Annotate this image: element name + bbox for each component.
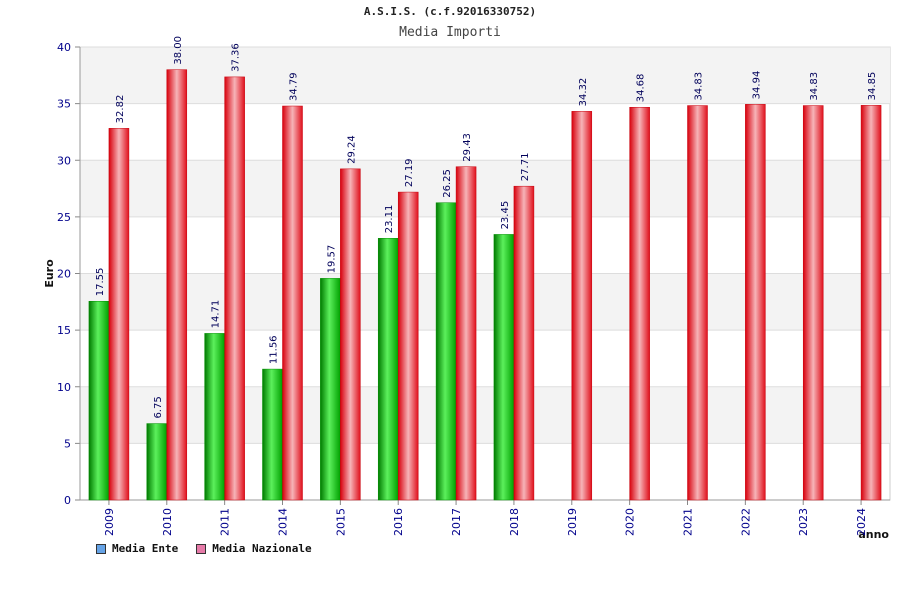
bar-media-ente xyxy=(435,202,457,501)
y-tick-label: 15 xyxy=(57,324,71,337)
legend-item-media-nazionale: Media Nazionale xyxy=(196,542,312,555)
y-axis-title: Euro xyxy=(43,259,56,288)
bar-media-nazionale xyxy=(802,105,824,501)
legend-swatch-icon xyxy=(96,543,106,554)
legend: Media Ente Media Nazionale xyxy=(96,542,312,555)
y-tick-label: 10 xyxy=(57,381,71,394)
y-tick-label: 25 xyxy=(57,211,71,224)
data-label: 34.68 xyxy=(636,74,647,103)
data-label: 34.85 xyxy=(867,72,878,101)
x-tick-label: 2010 xyxy=(161,508,174,536)
legend-label: Media Nazionale xyxy=(212,542,312,555)
chart-title: A.S.I.S. (c.f.92016330752) xyxy=(363,5,537,18)
bar-media-ente xyxy=(262,368,283,501)
chart-subtitle: Media Importi xyxy=(399,25,501,40)
bar-media-nazionale xyxy=(108,128,130,501)
bar-media-nazionale xyxy=(340,168,361,501)
x-tick-label: 2024 xyxy=(855,508,868,536)
bar-media-nazionale xyxy=(860,105,882,501)
bar-media-nazionale xyxy=(282,105,303,501)
data-label: 14.71 xyxy=(211,300,222,329)
data-label: 17.55 xyxy=(95,268,106,297)
grid-band xyxy=(80,160,890,217)
data-label: 37.36 xyxy=(231,43,242,72)
bar-media-nazionale xyxy=(571,111,593,501)
x-tick-label: 2019 xyxy=(566,508,579,536)
data-label: 29.43 xyxy=(462,133,473,162)
x-axis-title: anno xyxy=(858,528,889,541)
x-tick-label: 2009 xyxy=(103,508,116,536)
x-tick-label: 2021 xyxy=(682,508,695,536)
data-label: 34.83 xyxy=(809,72,820,101)
data-label: 34.79 xyxy=(289,72,300,101)
bar-media-nazionale xyxy=(397,191,419,501)
grid-band xyxy=(80,47,890,104)
data-label: 34.32 xyxy=(578,78,589,107)
data-label: 27.71 xyxy=(520,153,531,182)
x-tick-label: 2017 xyxy=(450,508,463,536)
data-label: 38.00 xyxy=(173,36,184,65)
grid-band xyxy=(80,273,890,331)
bar-media-ente xyxy=(377,238,399,501)
x-tick-label: 2022 xyxy=(739,508,752,536)
data-label: 32.82 xyxy=(115,95,126,124)
bar-media-nazionale xyxy=(745,104,766,501)
data-label: 26.25 xyxy=(442,169,453,198)
data-label: 27.19 xyxy=(404,158,415,187)
data-label: 6.75 xyxy=(153,396,164,418)
legend-label: Media Ente xyxy=(112,542,179,555)
x-tick-label: 2015 xyxy=(334,508,347,536)
bar-media-nazionale xyxy=(629,106,650,501)
bar-media-ente xyxy=(204,333,225,501)
data-label: 34.83 xyxy=(694,72,705,101)
y-tick-label: 20 xyxy=(57,268,71,281)
bar-media-ente xyxy=(493,234,515,501)
y-tick-label: 5 xyxy=(64,437,71,450)
x-tick-label: 2020 xyxy=(624,508,637,536)
data-label: 23.45 xyxy=(500,201,511,230)
y-tick-label: 35 xyxy=(57,98,71,111)
bar-media-nazionale xyxy=(687,105,708,501)
data-label: 29.24 xyxy=(346,135,357,164)
x-tick-label: 2023 xyxy=(797,508,810,536)
grid-band xyxy=(80,386,890,444)
bar-media-ente xyxy=(146,423,168,501)
data-label: 23.11 xyxy=(384,205,395,234)
bar-media-nazionale xyxy=(224,76,245,501)
data-label: 34.94 xyxy=(751,71,762,100)
x-tick-label: 2016 xyxy=(392,508,405,536)
x-tick-label: 2014 xyxy=(277,508,290,536)
data-label: 11.56 xyxy=(269,335,280,364)
bar-media-ente xyxy=(320,278,341,501)
data-label: 19.57 xyxy=(326,245,337,274)
bar-media-ente xyxy=(88,300,110,501)
bar-media-nazionale xyxy=(166,69,188,501)
legend-item-media-ente: Media Ente xyxy=(96,542,178,555)
bar-media-nazionale xyxy=(455,166,477,501)
y-tick-label: 0 xyxy=(64,494,71,507)
y-tick-label: 30 xyxy=(57,154,71,167)
legend-swatch-icon xyxy=(196,543,207,554)
bar-media-nazionale xyxy=(513,185,535,501)
y-tick-label: 40 xyxy=(57,41,71,54)
x-tick-label: 2018 xyxy=(508,508,521,536)
x-tick-label: 2011 xyxy=(219,508,232,536)
